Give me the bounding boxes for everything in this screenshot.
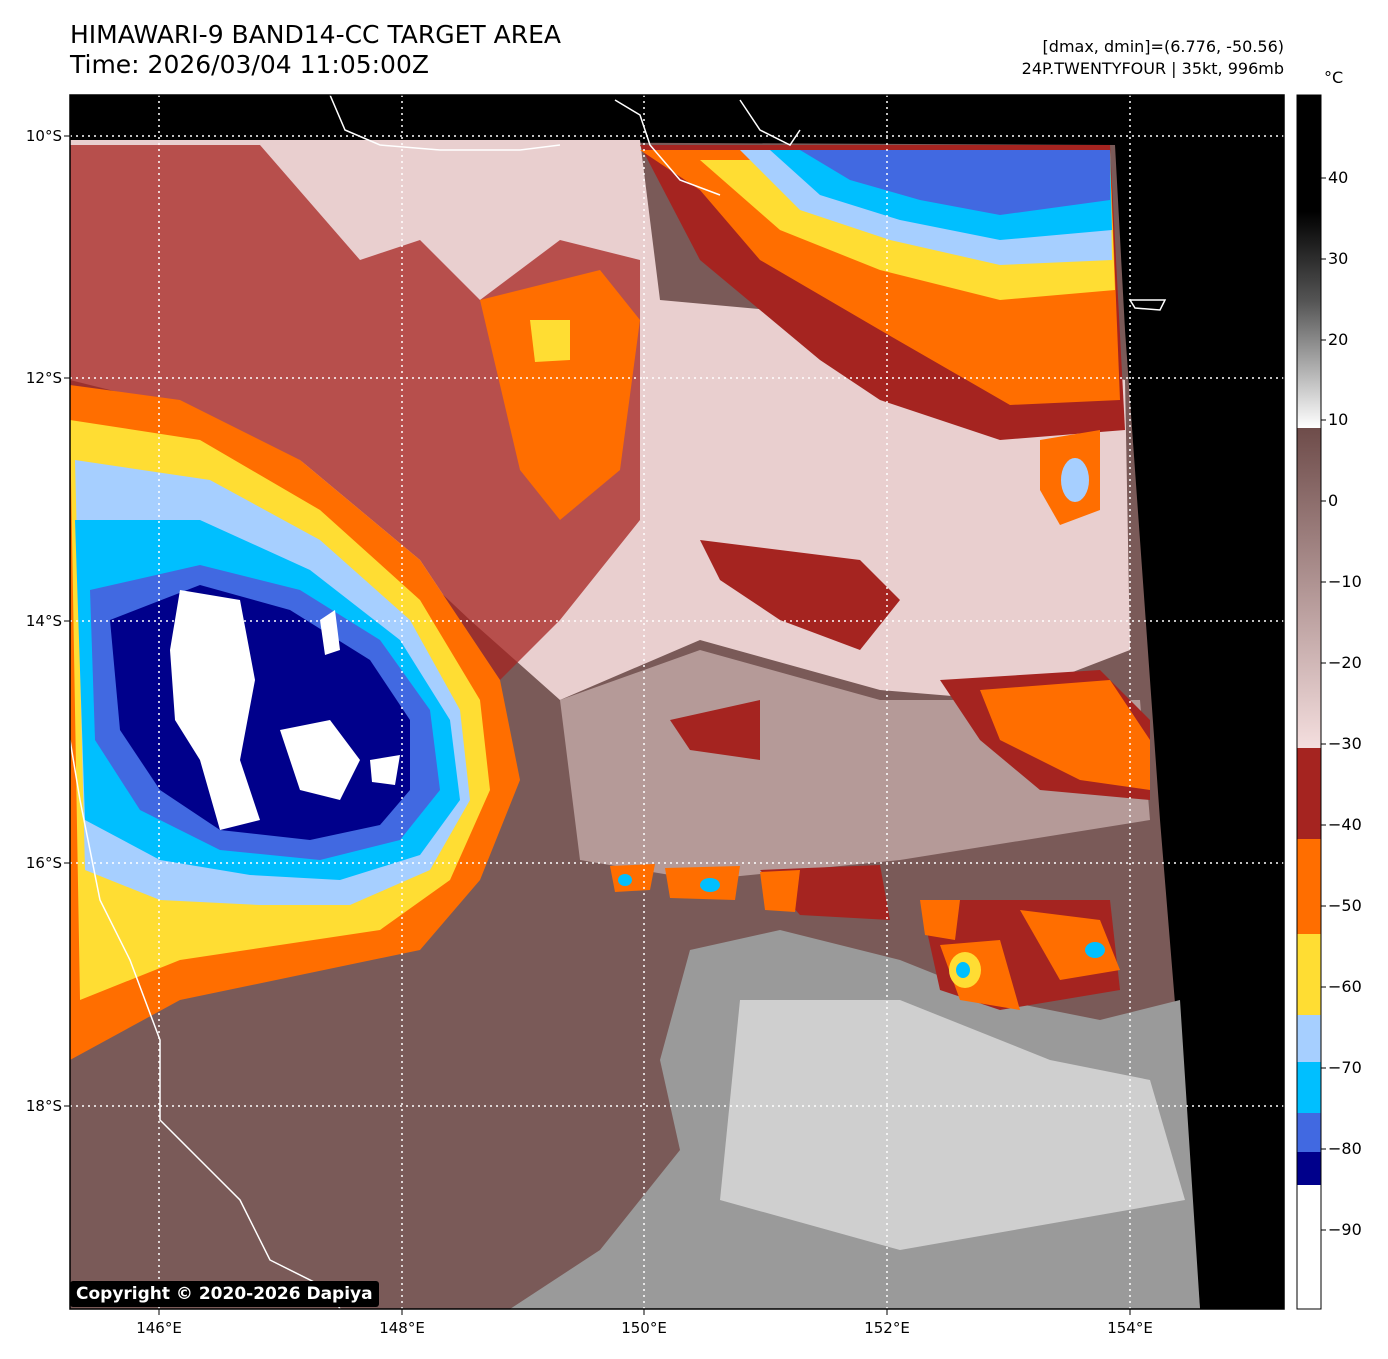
colorbar-tick: −60 [1328, 977, 1362, 996]
colorbar-tick: −90 [1328, 1220, 1362, 1239]
colorbar-tick: −10 [1328, 572, 1362, 591]
lon-label-148e: 148°E [379, 1319, 425, 1337]
colorbar [1296, 94, 1326, 1310]
lat-label-10s: 10°S [25, 127, 62, 145]
lon-label-150e: 150°E [621, 1319, 667, 1337]
lat-label-16s: 16°S [25, 854, 62, 872]
storm-text: 24P.TWENTYFOUR | 35kt, 996mb [1021, 59, 1284, 78]
info-block: [dmax, dmin]=(6.776, -50.56) 24P.TWENTYF… [1022, 36, 1284, 80]
colorbar-tick: −80 [1328, 1139, 1362, 1158]
title-line-1: HIMAWARI-9 BAND14-CC TARGET AREA [70, 20, 562, 49]
colorbar-tick: −70 [1328, 1058, 1362, 1077]
range-text: [dmax, dmin]=(6.776, -50.56) [1042, 37, 1284, 56]
colorbar-tick: 20 [1328, 330, 1349, 349]
lon-label-154e: 154°E [1107, 1319, 1153, 1337]
lat-label-14s: 14°S [25, 612, 62, 630]
colorbar-tick: 40 [1328, 168, 1349, 187]
map-title: HIMAWARI-9 BAND14-CC TARGET AREA Time: 2… [70, 20, 561, 80]
colorbar-tick: 10 [1328, 410, 1349, 429]
colorbar-tick: −30 [1328, 734, 1362, 753]
colorbar-unit: °C [1324, 68, 1344, 87]
title-line-2: Time: 2026/03/04 11:05:00Z [70, 50, 429, 79]
lat-label-18s: 18°S [25, 1097, 62, 1115]
copyright-badge: Copyright © 2020-2026 Dapiya [70, 1281, 379, 1307]
colorbar-tick: −40 [1328, 815, 1362, 834]
colorbar-tick: −20 [1328, 653, 1362, 672]
colorbar-tick: 0 [1328, 491, 1339, 510]
colorbar-tick: −50 [1328, 896, 1362, 915]
lat-label-12s: 12°S [25, 369, 62, 387]
lon-label-146e: 146°E [136, 1319, 182, 1337]
lon-label-152e: 152°E [864, 1319, 910, 1337]
colorbar-tick: 30 [1328, 249, 1349, 268]
imagery [70, 95, 1284, 1309]
